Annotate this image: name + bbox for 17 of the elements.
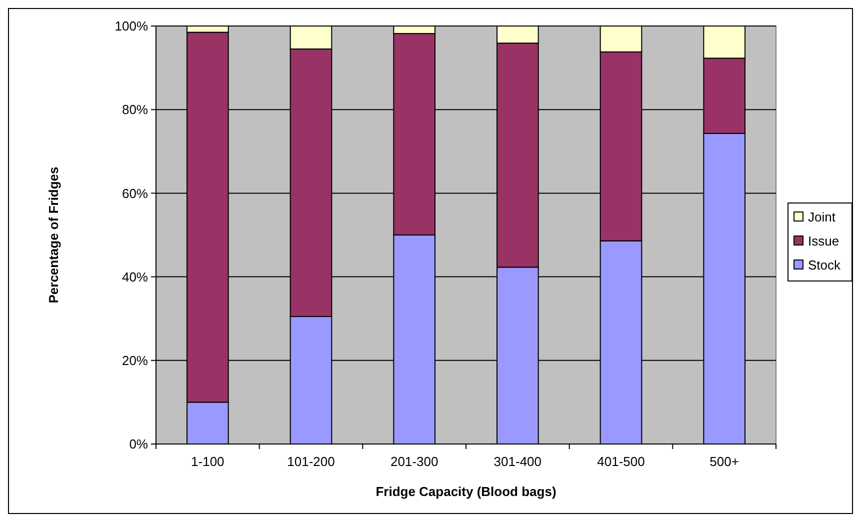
x-tick-label: 201-300 [390, 454, 438, 469]
x-tick-label: 1-100 [191, 454, 224, 469]
x-tick-label: 500+ [710, 454, 739, 469]
legend-label: Issue [808, 234, 840, 249]
x-axis-title: Fridge Capacity (Blood bags) [376, 484, 556, 499]
y-tick-label: 80% [122, 102, 148, 118]
legend-label: Stock [808, 258, 842, 273]
y-tick-label: 40% [122, 269, 148, 284]
x-tick-label: 301-400 [494, 454, 542, 469]
y-tick-label: 100% [114, 18, 148, 34]
y-tick-label: 20% [122, 352, 148, 368]
x-tick-label: 101-200 [287, 454, 335, 469]
legend-label: Joint [808, 210, 836, 225]
y-axis-title: Percentage of Fridges [46, 166, 61, 304]
y-tick-label: 0% [129, 436, 148, 452]
y-tick-label: 60% [122, 186, 148, 201]
x-tick-label: 401-500 [597, 454, 645, 469]
